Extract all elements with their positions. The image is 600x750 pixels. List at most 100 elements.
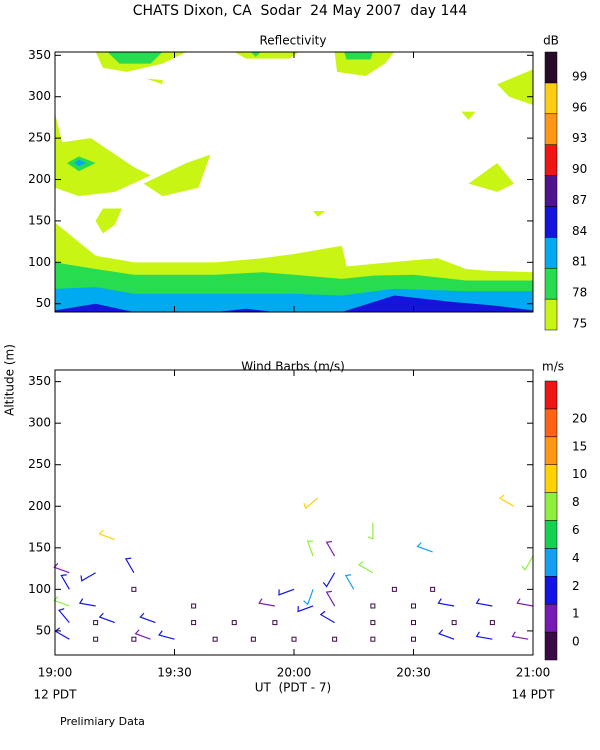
colorbar-label: 84 — [572, 224, 587, 238]
colorbar-label: 96 — [572, 100, 587, 114]
calm-marker — [430, 586, 436, 592]
calm-marker — [93, 620, 99, 626]
colorbar-label: 4 — [572, 551, 580, 565]
calm-marker — [131, 636, 137, 642]
colorbar-label: 15 — [572, 439, 587, 453]
calm-marker — [93, 636, 99, 642]
wind-barb — [297, 605, 314, 613]
colorbar-box — [544, 492, 558, 521]
colorbar-label: 0 — [572, 635, 580, 649]
colorbar-box — [544, 175, 558, 207]
y-tick-label: 50 — [36, 296, 51, 310]
wind-barb — [306, 540, 314, 557]
calm-marker — [370, 620, 376, 626]
colorbar-label: 1 — [572, 607, 580, 621]
calm-marker — [191, 603, 197, 609]
wind-barb — [53, 596, 70, 607]
y-tick-label: 250 — [28, 457, 51, 471]
colorbar-label: 90 — [572, 162, 587, 176]
wind-barb — [521, 555, 534, 572]
colorbar-label: 81 — [572, 255, 587, 269]
calm-marker — [332, 636, 338, 642]
calm-marker — [451, 620, 457, 626]
colorbar-label: 78 — [572, 286, 587, 300]
colorbar-box — [544, 298, 558, 331]
contour-region — [468, 162, 514, 192]
colorbar-box — [544, 408, 558, 438]
wind-barb — [322, 572, 336, 588]
colorbar-label: 93 — [572, 131, 587, 145]
panel-title: Wind Barbs (m/s) — [241, 360, 345, 374]
colorbar-label: 10 — [572, 467, 587, 481]
wind-barb — [438, 629, 455, 640]
y-tick-label: 300 — [28, 416, 51, 430]
x-tick-label: 19:00 — [38, 666, 73, 680]
calm-marker — [291, 636, 297, 642]
calm-marker — [250, 636, 256, 642]
colorbar-box — [544, 144, 558, 176]
colorbar-label: 75 — [572, 317, 587, 331]
y-tick-label: 150 — [28, 213, 51, 227]
calm-marker — [411, 603, 416, 609]
contour-region — [95, 208, 122, 234]
calm-marker — [212, 636, 218, 642]
wind-barb — [367, 522, 374, 540]
contour-region — [107, 52, 163, 64]
wind-barb — [475, 631, 493, 640]
colorbar-box — [544, 631, 558, 661]
wind-barb — [498, 494, 515, 507]
x-tick-label: 20:30 — [396, 666, 431, 680]
wind-barb — [124, 557, 135, 574]
calm-marker — [370, 603, 376, 609]
wind-barb — [158, 630, 175, 640]
contour-region — [313, 210, 326, 217]
colorbar-box — [544, 380, 558, 410]
contour-region — [461, 111, 476, 120]
contour-region — [145, 78, 163, 85]
contour-region — [497, 69, 533, 105]
calm-marker — [191, 620, 197, 626]
y-tick-label: 50 — [36, 623, 51, 637]
colorbar-box — [544, 267, 558, 300]
calm-marker — [272, 620, 278, 626]
wind-barb — [516, 598, 534, 607]
wind-barb — [98, 612, 115, 624]
wind-barb — [475, 598, 493, 607]
colorbar-label: 99 — [572, 69, 587, 83]
colorbar-box — [544, 464, 558, 493]
wind-barb — [303, 497, 319, 510]
panel-title: Reflectivity — [259, 34, 326, 48]
x-tick-label: 20:00 — [277, 666, 312, 680]
wind-barb — [357, 560, 374, 574]
y-tick-label: 200 — [28, 172, 51, 186]
colorbar-box — [544, 520, 558, 549]
wind-barb — [258, 598, 275, 607]
wind-barb — [303, 589, 314, 606]
x-tick-label: 19:30 — [157, 666, 192, 680]
wind-barb — [416, 542, 433, 553]
colorbar-box — [544, 82, 558, 115]
contour-region — [55, 113, 151, 197]
y-tick-label: 300 — [28, 89, 51, 103]
colorbar-box — [544, 51, 558, 84]
contour-region — [234, 52, 299, 59]
footnote: Prelimiary Data — [60, 715, 145, 728]
x-axis-label: UT (PDT - 7) — [255, 681, 332, 695]
contour-region — [344, 52, 373, 60]
wind-barb — [53, 562, 70, 574]
wind-barb — [325, 590, 336, 607]
wind-barb — [139, 612, 156, 624]
y-axis-label: Altitude (m) — [3, 344, 17, 416]
x-start-label: 12 PDT — [34, 688, 78, 702]
colorbar-box — [544, 603, 558, 633]
wind-barb — [437, 598, 455, 607]
x-end-label: 14 PDT — [512, 688, 556, 702]
colorbar-label: 6 — [572, 523, 580, 537]
x-tick-label: 21:00 — [516, 666, 551, 680]
colorbar-box — [544, 237, 558, 269]
colorbar-box — [544, 113, 558, 145]
colorbar-box — [544, 436, 558, 465]
calm-marker — [411, 620, 416, 626]
